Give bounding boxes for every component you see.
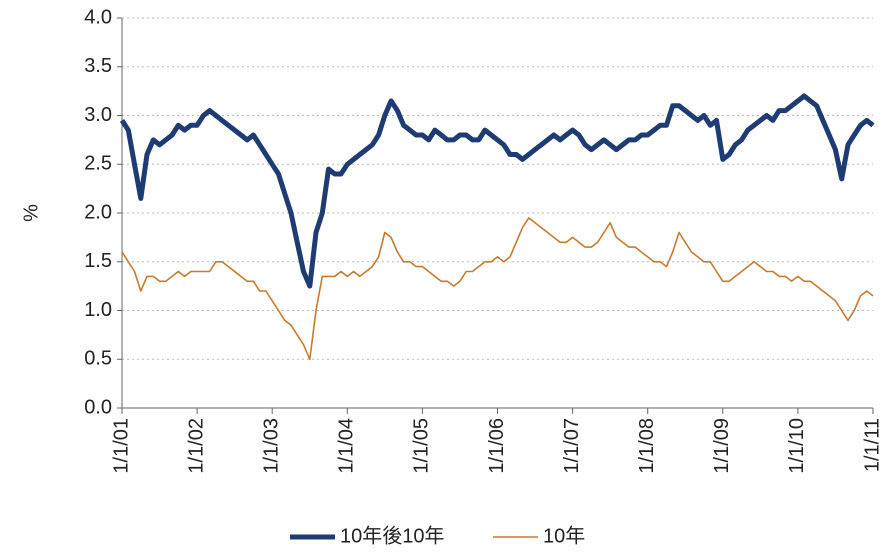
- series-line: [119, 93, 875, 289]
- x-tick-label: 1/1/02: [185, 418, 207, 474]
- y-tick-label: 2.0: [84, 201, 112, 223]
- x-tick-label: 1/1/11: [861, 418, 883, 472]
- x-tick-label: 1/1/07: [561, 418, 583, 474]
- x-tick-label: 1/1/04: [336, 418, 358, 474]
- x-tick-label: 1/1/09: [711, 418, 733, 474]
- y-axis-label: %: [20, 204, 42, 222]
- x-tick-label: 1/1/08: [636, 418, 658, 474]
- legend-label: 10年: [543, 524, 585, 547]
- y-tick-label: 4.0: [84, 6, 112, 28]
- y-tick-label: 0.5: [84, 348, 112, 370]
- series-line: [121, 217, 874, 361]
- x-tick-label: 1/1/05: [411, 418, 433, 474]
- x-tick-label: 1/1/06: [486, 418, 508, 474]
- y-tick-label: 3.0: [84, 104, 112, 126]
- y-tick-label: 1.5: [84, 250, 112, 272]
- y-tick-label: 3.5: [84, 55, 112, 77]
- x-tick-label: 1/1/03: [260, 418, 282, 474]
- x-tick-label: 1/1/01: [110, 418, 132, 474]
- y-tick-label: 0.0: [84, 396, 112, 418]
- y-tick-label: 2.5: [84, 153, 112, 175]
- legend-label: 10年後10年: [340, 524, 445, 547]
- x-tick-label: 1/1/10: [786, 418, 808, 474]
- y-tick-label: 1.0: [84, 299, 112, 321]
